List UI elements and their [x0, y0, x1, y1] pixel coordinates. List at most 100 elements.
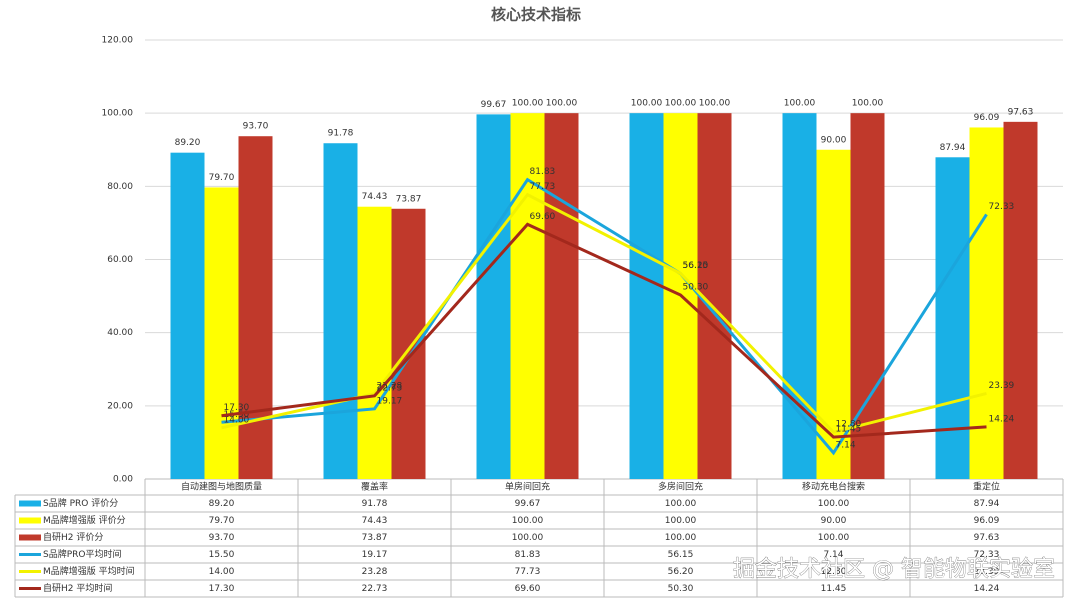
y-tick-label: 40.00	[107, 328, 133, 338]
data-label: 100.00	[512, 99, 544, 109]
legend-swatch	[19, 517, 41, 524]
table-cell: 100.00	[818, 533, 850, 543]
data-label: 7.14	[836, 440, 856, 450]
legend-swatch	[19, 534, 41, 541]
bar	[357, 206, 392, 479]
data-label: 77.73	[530, 182, 556, 192]
data-label: 100.00	[546, 99, 578, 109]
bar	[969, 127, 1004, 479]
bar	[1003, 121, 1038, 479]
table-cell: 97.63	[974, 533, 1000, 543]
data-label: 23.39	[989, 381, 1015, 391]
table-cell: 100.00	[512, 533, 544, 543]
table-cell: 99.67	[515, 499, 541, 509]
bar	[816, 149, 851, 479]
legend-label: S品牌PRO平均时间	[43, 548, 121, 560]
data-label: 97.63	[1008, 107, 1034, 117]
table-cell: 14.24	[974, 584, 1000, 594]
legend-swatch	[19, 500, 41, 507]
table-cell: 87.94	[974, 499, 1000, 509]
bar	[238, 136, 273, 479]
table-cell: 100.00	[818, 499, 850, 509]
table-cell: 100.00	[665, 516, 697, 526]
data-label: 100.00	[699, 99, 731, 109]
data-label: 11.45	[836, 425, 862, 435]
data-label: 14.24	[989, 414, 1015, 424]
legend-label: 自研H2 评价分	[43, 531, 103, 543]
table-cell: 100.00	[665, 499, 697, 509]
data-label: 81.83	[530, 167, 556, 177]
line-series	[221, 177, 988, 456]
table-cell: 23.39	[974, 567, 1000, 577]
y-tick-label: 100.00	[102, 109, 134, 119]
table-cell: 100.00	[665, 533, 697, 543]
table-cell: 96.09	[974, 516, 1000, 526]
data-label: 23.28	[377, 381, 403, 391]
bar	[510, 113, 545, 480]
bar	[935, 157, 970, 479]
x-tick-label: 覆盖率	[361, 481, 388, 493]
table-cell: 73.87	[362, 533, 388, 543]
bar	[476, 114, 511, 480]
table-cell: 100.00	[512, 516, 544, 526]
table-cell: 22.73	[362, 584, 388, 594]
y-tick-label: 0.00	[113, 475, 133, 485]
table-cell: 19.17	[362, 550, 388, 560]
table-cell: 72.33	[974, 550, 1000, 560]
y-tick-label: 60.00	[107, 255, 133, 265]
bar	[170, 152, 205, 479]
bar	[629, 113, 664, 480]
data-label: 19.17	[377, 396, 403, 406]
legend-label: 自研H2 平均时间	[43, 582, 112, 594]
table-cell: 81.83	[515, 550, 541, 560]
table-cell: 50.30	[668, 584, 694, 594]
bar	[204, 187, 239, 479]
table-cell: 7.14	[823, 550, 843, 560]
table-cell: 11.45	[821, 584, 847, 594]
table-cell: 14.00	[209, 567, 235, 577]
data-label: 17.30	[224, 403, 250, 413]
watermark: 掘金技术社区 @ 智能物联实验室	[733, 557, 1055, 582]
table-cell: 93.70	[209, 533, 235, 543]
legend-label: M品牌增强版 评价分	[43, 514, 126, 526]
data-label: 100.00	[852, 99, 884, 109]
data-label: 73.87	[396, 194, 422, 204]
line-series	[221, 222, 987, 439]
data-label: 22.73	[377, 383, 403, 393]
chart-title: 核心技术指标	[491, 6, 581, 24]
table-cell: 12.80	[821, 567, 847, 577]
data-label: 91.78	[328, 129, 354, 139]
data-label: 79.70	[209, 173, 235, 183]
table-cell: 79.70	[209, 516, 235, 526]
data-label: 93.70	[243, 122, 269, 132]
table-cell: 77.73	[515, 567, 541, 577]
data-label: 100.00	[665, 99, 697, 109]
x-tick-label: 重定位	[973, 481, 1000, 493]
data-label: 56.20	[683, 261, 709, 271]
data-label: 50.30	[683, 282, 709, 292]
bar	[323, 143, 358, 479]
legend-label: S品牌 PRO 评价分	[43, 497, 118, 509]
table-cell: 17.30	[209, 584, 235, 594]
x-tick-label: 移动充电台搜索	[802, 481, 865, 493]
table-cell: 69.60	[515, 584, 541, 594]
table-cell: 90.00	[821, 516, 847, 526]
table-cell: 56.20	[668, 567, 694, 577]
y-tick-label: 80.00	[107, 182, 133, 192]
data-label: 72.33	[989, 202, 1015, 212]
data-label: 87.94	[940, 143, 966, 153]
data-label: 14.00	[224, 415, 250, 425]
legend-label: M品牌增强版 平均时间	[43, 565, 135, 577]
table-cell: 74.43	[362, 516, 388, 526]
y-tick-label: 120.00	[102, 36, 134, 46]
table-cell: 56.15	[668, 550, 694, 560]
table-cell: 89.20	[209, 499, 235, 509]
table-cell: 91.78	[362, 499, 388, 509]
data-label: 12.80	[836, 420, 862, 430]
data-label: 69.60	[530, 212, 556, 222]
x-tick-label: 单房间回充	[505, 481, 550, 493]
x-tick-label: 多房间回充	[658, 481, 703, 493]
data-label: 56.15	[683, 261, 709, 271]
table-cell: 23.28	[362, 567, 388, 577]
